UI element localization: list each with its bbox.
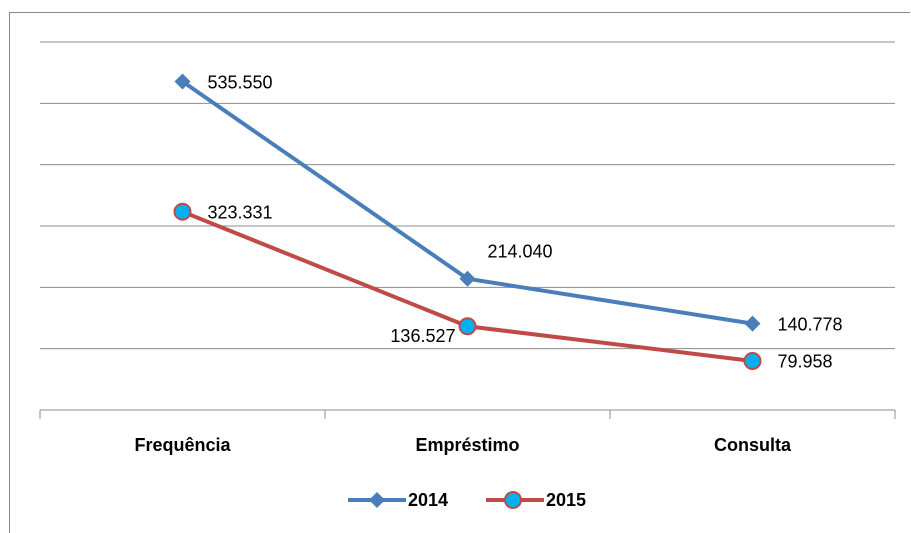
marker bbox=[744, 315, 761, 332]
legend-label: 2015 bbox=[546, 490, 586, 510]
legend-marker bbox=[504, 491, 522, 509]
data-label: 323.331 bbox=[208, 202, 273, 222]
data-label: 140.778 bbox=[778, 314, 843, 334]
data-label: 214.040 bbox=[488, 241, 553, 261]
x-tick-label: Frequência bbox=[134, 435, 231, 455]
chart-border bbox=[9, 12, 910, 533]
marker bbox=[459, 270, 476, 287]
legend-marker bbox=[369, 492, 385, 508]
data-label: 136.527 bbox=[390, 326, 455, 346]
marker bbox=[173, 202, 192, 221]
marker bbox=[174, 73, 191, 90]
data-label: 535.550 bbox=[208, 72, 273, 92]
x-tick-label: Consulta bbox=[714, 435, 792, 455]
data-label: 79.958 bbox=[778, 352, 833, 372]
marker bbox=[458, 317, 477, 336]
marker bbox=[743, 351, 762, 370]
x-tick-label: Empréstimo bbox=[415, 435, 519, 455]
legend-label: 2014 bbox=[408, 490, 448, 510]
